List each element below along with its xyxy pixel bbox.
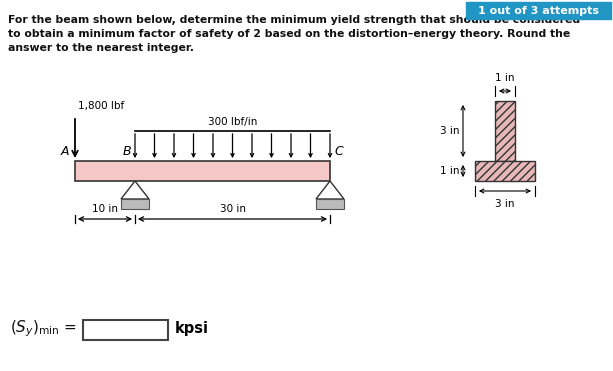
Text: A: A xyxy=(61,145,69,158)
Bar xyxy=(316,199,344,209)
Polygon shape xyxy=(316,181,344,199)
Text: 1 out of 3 attempts: 1 out of 3 attempts xyxy=(478,6,599,16)
Text: $(S_y)_{\mathrm{min}}$ =: $(S_y)_{\mathrm{min}}$ = xyxy=(10,319,77,339)
Bar xyxy=(475,161,535,181)
Bar xyxy=(495,101,515,161)
Text: 3 in: 3 in xyxy=(495,199,515,209)
Text: 10 in: 10 in xyxy=(92,204,118,214)
Text: 1,800 lbf: 1,800 lbf xyxy=(78,101,124,111)
Text: 1 in: 1 in xyxy=(440,166,459,176)
Bar xyxy=(83,320,168,340)
Text: 1 in: 1 in xyxy=(495,73,515,83)
Polygon shape xyxy=(121,181,149,199)
Text: B: B xyxy=(123,145,131,158)
Text: C: C xyxy=(334,145,343,158)
Text: 3 in: 3 in xyxy=(440,126,459,136)
Bar xyxy=(466,2,611,19)
Text: 300 lbf/in: 300 lbf/in xyxy=(208,117,257,127)
Text: answer to the nearest integer.: answer to the nearest integer. xyxy=(8,43,194,53)
Bar xyxy=(121,199,149,209)
Text: to obtain a minimum factor of safety of 2 based on the distortion–energy theory.: to obtain a minimum factor of safety of … xyxy=(8,29,570,39)
Text: kpsi: kpsi xyxy=(175,322,209,336)
Bar xyxy=(75,161,330,181)
Text: 30 in: 30 in xyxy=(219,204,245,214)
Text: For the beam shown below, determine the minimum yield strength that should be co: For the beam shown below, determine the … xyxy=(8,15,580,25)
